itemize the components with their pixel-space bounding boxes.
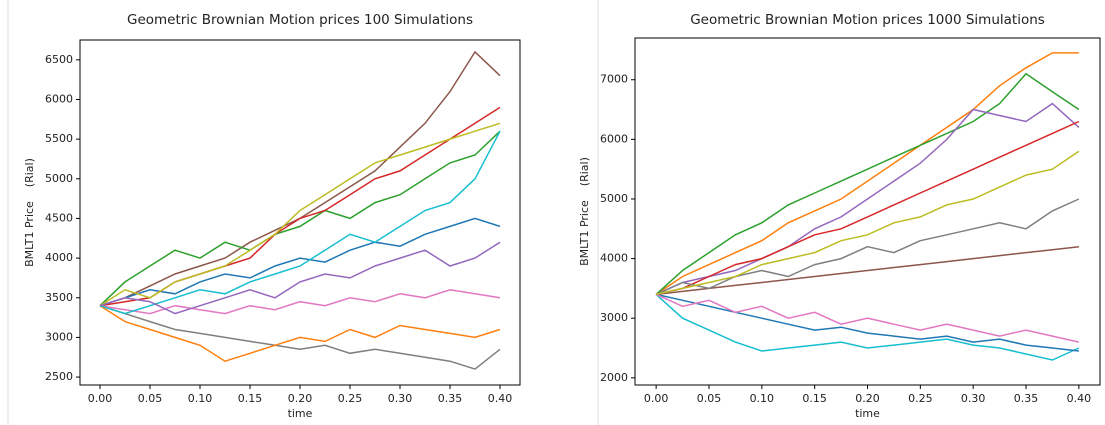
x-tick-label: 0.05 [138, 392, 163, 405]
y-tick-label: 4000 [600, 252, 628, 265]
simulation-line [99, 305, 501, 363]
y-tick-label: 6000 [45, 92, 73, 105]
x-tick-label: 0.15 [238, 392, 263, 405]
x-tick-label: 0.15 [802, 392, 827, 405]
y-tick-label: 3500 [45, 291, 73, 304]
y-axis-label: BMLT1 Price (Rial) [578, 157, 591, 266]
simulation-line [655, 72, 1080, 295]
y-tick-label: 5000 [45, 172, 73, 185]
simulation-line [655, 120, 1080, 296]
simulation-line [99, 50, 501, 307]
simulation-line [99, 130, 501, 315]
x-tick-label: 0.35 [438, 392, 463, 405]
y-axis-label: BMLT1 Price (Rial) [23, 158, 36, 267]
simulation-line [655, 293, 1079, 352]
y-tick-label: 5000 [600, 192, 628, 205]
x-tick-label: 0.40 [1067, 392, 1092, 405]
x-tick-label: 0.00 [644, 392, 669, 405]
y-tick-label: 4000 [45, 251, 73, 264]
simulation-line [655, 150, 1080, 296]
y-tick-label: 5500 [45, 132, 73, 145]
simulation-line [655, 293, 1080, 343]
y-tick-label: 2500 [45, 370, 73, 383]
y-tick-label: 6500 [45, 53, 73, 66]
simulation-line [655, 198, 1080, 296]
y-tick-label: 6000 [600, 132, 628, 145]
x-tick-label: 0.10 [750, 392, 775, 405]
chart-title: Geometric Brownian Motion prices 1000 Si… [690, 12, 1045, 28]
x-tick-label: 0.30 [961, 392, 986, 405]
x-tick-label: 0.25 [908, 392, 933, 405]
y-tick-label: 3000 [600, 311, 628, 324]
y-tick-label: 3000 [45, 330, 73, 343]
chart-title: Geometric Brownian Motion prices 100 Sim… [127, 12, 473, 28]
x-tick-label: 0.10 [188, 392, 213, 405]
simulation-line [99, 304, 501, 370]
x-tick-label: 0.20 [855, 392, 880, 405]
plot-area [99, 50, 501, 370]
x-tick-label: 0.30 [388, 392, 413, 405]
x-tick-label: 0.40 [488, 392, 513, 405]
simulation-line [99, 122, 501, 307]
x-tick-label: 0.05 [697, 392, 722, 405]
x-tick-label: 0.25 [338, 392, 363, 405]
simulation-line [99, 106, 501, 307]
simulation-line [655, 102, 1080, 296]
y-tick-label: 2000 [600, 371, 628, 384]
x-axis-label: time [288, 407, 313, 420]
axes-frame [79, 39, 521, 386]
simulation-line [655, 52, 1079, 296]
x-axis-label: time [855, 407, 880, 420]
x-tick-label: 0.35 [1014, 392, 1039, 405]
x-tick-label: 0.00 [88, 392, 113, 405]
simulation-line [655, 293, 1080, 361]
plot-area [655, 52, 1080, 361]
simulation-line [99, 130, 501, 307]
y-tick-label: 7000 [600, 73, 628, 86]
simulation-line [99, 289, 501, 315]
y-tick-label: 4500 [45, 211, 73, 224]
simulation-line [99, 217, 501, 307]
x-tick-label: 0.20 [288, 392, 313, 405]
simulation-line [99, 241, 501, 315]
simulation-line [656, 245, 1079, 296]
